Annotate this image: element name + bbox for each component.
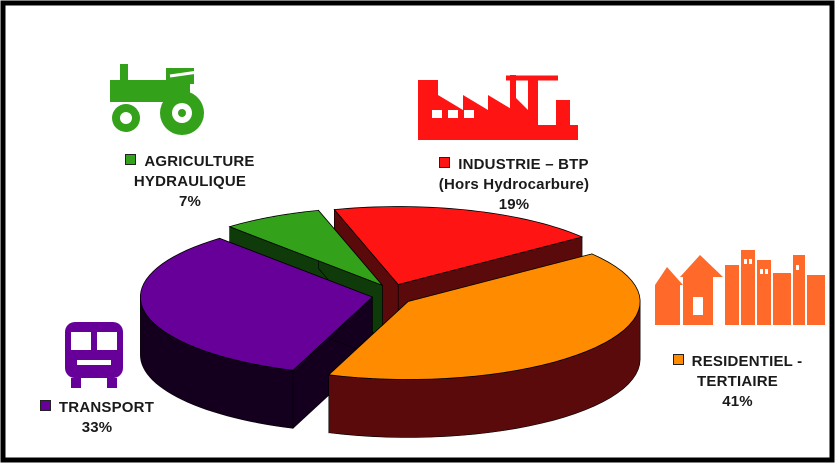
slice-residentiel [327, 253, 641, 380]
residentiel-line1: RESIDENTIEL - [691, 353, 803, 370]
agriculture-percent: 7% [178, 193, 202, 210]
slice-industrie [333, 206, 584, 285]
tractor-icon [110, 64, 204, 135]
residentiel-line2: TERTIAIRE [697, 373, 778, 390]
transport-percent: 33% [81, 419, 113, 436]
industrie-percent: 19% [498, 196, 530, 213]
residentiel-color-swatch [672, 354, 684, 365]
transport-color-swatch [39, 400, 51, 411]
slice-label-residentiel: RESIDENTIEL - TERTIAIRE 41% [655, 352, 820, 412]
slice-label-agriculture: AGRICULTURE HYDRAULIQUE 7% [100, 152, 280, 212]
industrie-line1: INDUSTRIE – BTP [458, 156, 589, 173]
transport-line1: TRANSPORT [58, 399, 155, 416]
agriculture-line1: AGRICULTURE [144, 153, 255, 170]
slice-agriculture [228, 209, 383, 286]
factory-crane-icon [418, 75, 578, 140]
industrie-line2: (Hors Hydrocarbure) [438, 176, 590, 193]
agriculture-line2: HYDRAULIQUE [133, 173, 247, 190]
residentiel-percent: 41% [722, 393, 753, 410]
agriculture-color-swatch [125, 154, 137, 165]
houses-buildings-icon [655, 250, 825, 325]
slice-label-industrie: INDUSTRIE – BTP (Hors Hydrocarbure) 19% [394, 155, 634, 215]
bus-icon [65, 322, 123, 388]
slice-label-transport: TRANSPORT 33% [22, 398, 172, 438]
slice-transport [139, 237, 374, 371]
pie-slices [139, 206, 641, 438]
industrie-color-swatch [439, 157, 451, 168]
